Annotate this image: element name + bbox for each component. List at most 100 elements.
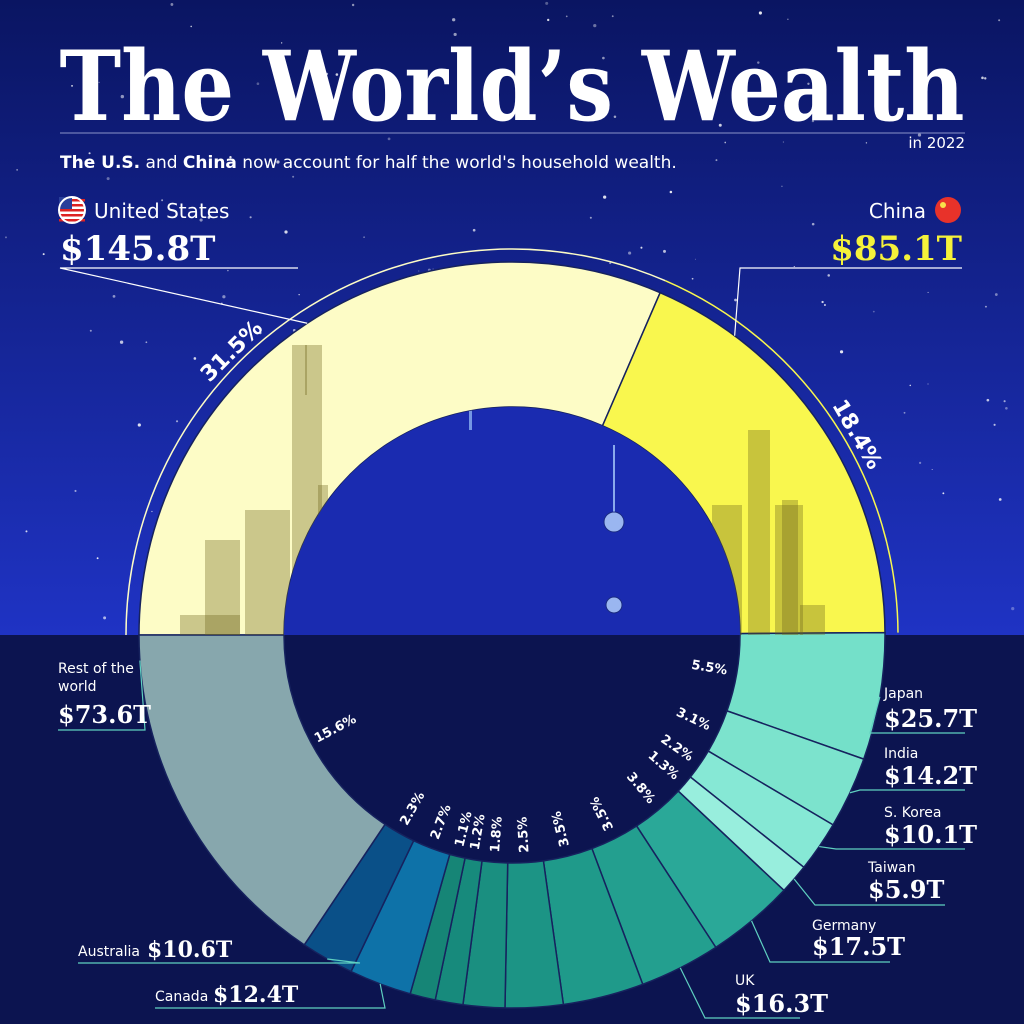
star [917,133,922,137]
star [602,56,605,60]
star [151,510,153,513]
star [119,340,124,344]
subtitle-part: and [140,153,183,173]
star [593,24,597,28]
star [1011,606,1015,611]
tower-ball [603,511,625,533]
star [432,268,434,270]
star [280,42,283,44]
wealth-value: $14.2T [884,761,977,790]
star [611,15,614,18]
leader-line [78,958,361,964]
star [757,61,760,64]
star [993,423,996,426]
tower-ball [605,596,623,614]
star [284,230,288,234]
wealth-value: $25.7T [884,704,977,733]
wealth-value: $16.3T [735,989,828,1018]
country-name: Japan [883,686,923,702]
country-name: S. Korea [884,805,941,821]
star [839,350,844,354]
leader-line [869,696,965,734]
star [256,82,260,86]
star [927,383,929,385]
ring-building [205,540,240,635]
star [909,384,912,387]
bracket-arc [125,248,666,636]
wealth-value: $73.6T [58,700,151,729]
star [170,3,174,6]
country-name-box: Rest of the world [58,661,134,695]
star [565,15,568,18]
star [207,216,211,219]
star [827,274,830,277]
star [418,270,420,272]
star [984,305,987,308]
star [283,163,285,166]
star [865,142,868,144]
star [306,56,309,59]
star [222,295,226,299]
leader-line [155,983,386,1009]
star [276,160,280,164]
star [547,18,550,22]
leader-line [793,878,945,906]
star [758,11,762,15]
star [724,141,727,144]
ring-building [245,510,290,635]
country-name: India [884,746,918,762]
star [96,557,99,560]
star [193,357,197,360]
star [98,81,100,84]
country-name: Germany [812,918,876,934]
star [387,137,391,141]
star [984,77,987,80]
star [42,253,45,256]
star [137,423,141,427]
leader-line [751,920,890,963]
flag-stripe [59,214,85,217]
spire [469,407,472,430]
flag-stripe [59,219,85,222]
wealth-value: $145.8T [60,229,215,269]
star [145,341,148,344]
star [628,251,632,255]
date-note: in 2022 [908,134,965,152]
star [293,163,295,165]
ring-building [180,615,240,635]
country-name: Canada [155,989,208,1005]
star [16,169,18,171]
percent-label: 2.5% [515,816,532,853]
star [25,530,28,533]
country-name: Taiwan [867,860,916,876]
star [5,236,7,239]
star [821,300,824,304]
country-name: Australia [78,944,140,960]
star [986,398,990,402]
star [363,236,365,238]
star [229,156,232,159]
subtitle-part: now account for half the world's househo… [237,153,677,173]
star [120,94,125,99]
star [452,18,456,22]
star [807,82,810,85]
percent-label: 1.2% [468,813,489,851]
star [335,73,339,76]
leader-line [819,845,965,850]
wealth-value: $12.4T [213,982,299,1008]
star [545,1,549,5]
leader-line [58,660,146,731]
subtitle-part: The U.S. [60,153,140,173]
star [793,265,795,268]
star [715,159,718,162]
star [88,152,91,155]
star [199,218,203,222]
wealth-value: $5.9T [868,875,944,904]
star [694,258,696,260]
percent-label: 5.5% [690,658,728,679]
star [472,228,476,232]
star [998,498,1002,501]
star [998,19,1001,22]
flag-stripe [59,209,85,212]
star [1003,400,1006,403]
